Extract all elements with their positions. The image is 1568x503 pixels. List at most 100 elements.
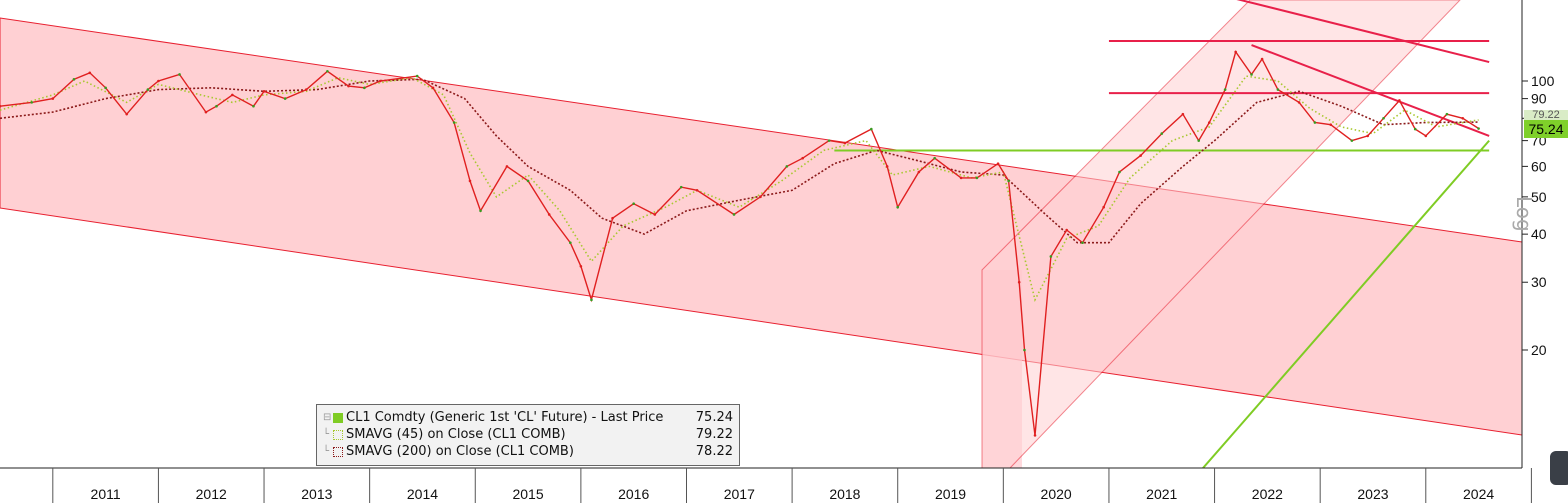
price-point	[1065, 228, 1069, 232]
price-point	[146, 88, 150, 91]
last-price-badge: 75.24	[1524, 120, 1568, 138]
price-point	[653, 213, 657, 216]
price-point	[632, 202, 635, 205]
y-tick-label: 20	[1531, 342, 1547, 358]
price-point	[1350, 139, 1354, 142]
price-point	[843, 141, 847, 145]
chart-menu-button[interactable]	[1550, 451, 1568, 485]
price-point	[431, 86, 435, 90]
x-tick-label: 2014	[407, 486, 438, 502]
price-point	[231, 93, 234, 97]
x-tick-label: 2024	[1463, 486, 1494, 502]
ascending-channel	[981, 0, 1461, 468]
y-tick-label: 60	[1531, 158, 1547, 174]
price-point	[870, 127, 873, 131]
price-point	[1234, 50, 1237, 54]
legend-value: 78.22	[695, 444, 733, 459]
price-point	[975, 176, 979, 180]
legend-value: 79.22	[695, 427, 733, 442]
legend-tree-branch-icon: └	[323, 429, 330, 440]
x-tick-label: 2019	[935, 486, 966, 502]
y-tick-label: 40	[1531, 226, 1547, 242]
x-tick-label: 2018	[829, 486, 860, 502]
y-tick-label: 100	[1531, 73, 1555, 89]
price-point	[959, 176, 963, 180]
price-point	[72, 78, 76, 81]
price-point	[262, 90, 266, 93]
price-point	[104, 86, 107, 90]
price-point	[679, 185, 683, 189]
price-point	[363, 86, 366, 90]
price-point	[125, 112, 129, 116]
trendline-5	[1236, 0, 1490, 64]
price-point	[590, 298, 593, 302]
x-axis-ticks: 2011 2012 2013 2014 2015 2016 2017 2018 2019 2020…	[52, 468, 1532, 503]
price-point	[547, 213, 551, 216]
price-point	[178, 73, 181, 76]
x-tick-label: 2013	[301, 486, 332, 502]
x-tick-label: 2022	[1252, 486, 1283, 502]
price-point	[1207, 121, 1211, 124]
price-point	[1413, 127, 1417, 131]
price-point	[1250, 73, 1253, 76]
sma45-last-badge: 79.22	[1524, 110, 1568, 121]
price-point	[1033, 434, 1037, 437]
trendline-3	[1201, 139, 1490, 468]
price-point	[1081, 241, 1084, 245]
price-point	[252, 104, 255, 108]
price-point	[1461, 116, 1465, 120]
price-point	[1023, 348, 1026, 352]
price-point	[579, 265, 583, 268]
price-point	[1181, 112, 1185, 116]
price-point	[1297, 101, 1301, 104]
price-point	[1329, 123, 1333, 126]
y-tick-label: 50	[1531, 189, 1547, 205]
price-point	[1313, 121, 1317, 124]
x-tick-label: 2015	[512, 486, 543, 502]
legend-row-last-price: ⊟ CL1 Comdty (Generic 1st 'CL' Future) -…	[323, 409, 733, 426]
price-point	[304, 88, 308, 91]
series-layer	[0, 50, 1480, 437]
price-point	[785, 165, 789, 168]
price-point	[88, 71, 92, 75]
price-point	[51, 97, 55, 100]
price-point	[996, 162, 1000, 165]
price-point	[157, 79, 160, 83]
price-point	[917, 170, 921, 174]
x-tick-label: 2017	[724, 486, 755, 502]
price-point	[732, 213, 736, 216]
price-point	[1260, 57, 1264, 61]
legend-swatch-price	[333, 412, 343, 423]
trendline-4	[1251, 44, 1490, 137]
legend-tree-icon[interactable]: ⊟	[323, 412, 332, 423]
chart-legend[interactable]: ⊟ CL1 Comdty (Generic 1st 'CL' Future) -…	[316, 404, 740, 466]
price-point	[933, 156, 936, 160]
x-tick-label: 2020	[1041, 486, 1072, 502]
legend-row-sma200: └ SMAVG (200) on Close (CL1 COMB) 78.22	[323, 443, 733, 460]
price-point	[1366, 134, 1370, 138]
x-tick-label: 2023	[1357, 486, 1388, 502]
legend-swatch-sma200	[333, 446, 343, 457]
price-point	[1382, 116, 1385, 120]
price-point	[1223, 88, 1227, 91]
legend-label: CL1 Comdty (Generic 1st 'CL' Future) - L…	[346, 410, 664, 425]
x-tick-label: 2011	[91, 486, 121, 502]
price-point	[896, 205, 900, 209]
price-point	[827, 139, 831, 142]
price-point	[1197, 139, 1201, 142]
price-point	[0, 104, 2, 108]
sma200-line	[0, 78, 1479, 244]
price-point	[505, 165, 509, 168]
price-point	[1398, 99, 1401, 102]
price-point	[526, 179, 530, 183]
price-point	[326, 69, 329, 73]
price-point	[378, 79, 382, 83]
price-point	[468, 179, 472, 183]
price-point	[759, 195, 762, 199]
legend-tree-branch-icon: └	[323, 446, 330, 457]
legend-row-sma45: └ SMAVG (45) on Close (CL1 COMB) 79.22	[323, 426, 733, 443]
price-point	[885, 165, 889, 168]
price-point	[347, 84, 350, 88]
y-tick-label: 90	[1531, 91, 1547, 107]
price-point	[415, 74, 419, 78]
